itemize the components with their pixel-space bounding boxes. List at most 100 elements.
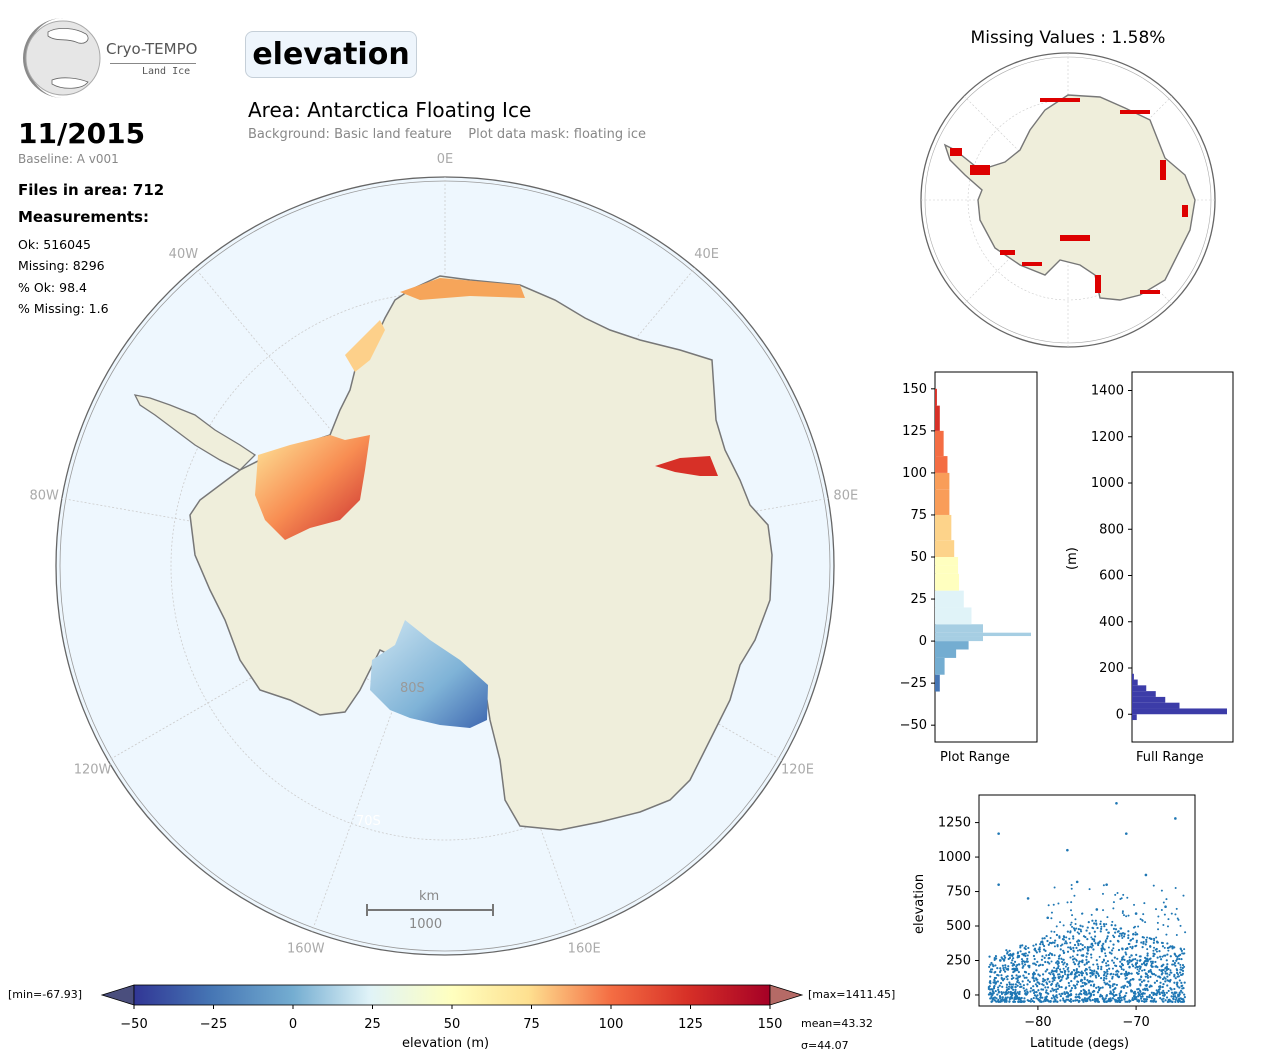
scatter-ytick-4: 250 (946, 953, 971, 968)
west-coast-shelves (345, 320, 385, 372)
hist2-ytick-4: 600 (1099, 569, 1124, 584)
colorbar-tick-5: 75 (523, 1017, 540, 1030)
scatter-ylabel: elevation (912, 874, 927, 934)
hist1-ytick-8: −50 (900, 718, 927, 733)
colorbar-tick-7: 125 (678, 1017, 703, 1030)
colorbar-tick-1: −25 (200, 1017, 227, 1030)
date-label: 11/2015 (18, 117, 146, 150)
hist2-bar-3 (1132, 696, 1166, 703)
colorbar-max-label: [max=1411.45] (808, 988, 896, 1001)
colorbar-tick-4: 50 (444, 1017, 461, 1030)
hist2-bar-2 (1132, 702, 1180, 709)
scatter-ytick-1: 1000 (938, 850, 971, 865)
scatter-outlier-13 (1134, 912, 1138, 915)
full-range-xlabel: Full Range (1136, 750, 1204, 765)
hist1-bar-14 (935, 489, 950, 515)
lat-label-70s: 70S (356, 814, 381, 829)
hist1-bar-15 (935, 472, 950, 490)
antarctic-peninsula (133, 394, 257, 471)
hist2-ytick-5: 400 (1099, 615, 1124, 630)
scatter-outlier-3 (1066, 848, 1069, 852)
hist1-bar-7 (935, 607, 972, 625)
colorbar-max-extension (769, 984, 804, 1006)
scatter-outlier-4 (1075, 880, 1079, 884)
plot-range-histogram (935, 388, 1031, 692)
hist1-bar-13 (935, 514, 952, 541)
plot-range-xlabel: Plot Range (940, 750, 1010, 765)
hist1-bar-16 (935, 456, 948, 473)
cryo-tempo-logo (18, 16, 203, 100)
colorbar-tick-6: 100 (599, 1017, 624, 1030)
meridian-label-8: 40W (169, 247, 199, 262)
hist1-bar-3 (935, 641, 969, 650)
scatter-outlier-5 (1105, 883, 1108, 886)
hist2-ytick-7: 0 (1116, 707, 1124, 722)
logo-title: Cryo-TEMPO (106, 40, 198, 58)
hist1-bar-2 (935, 649, 957, 658)
colorbar-gradient (133, 984, 771, 1006)
scatter-ytick-0: 1250 (938, 816, 971, 831)
hist1-bar-4 (935, 636, 983, 642)
hist1-ytick-0: 150 (902, 382, 927, 397)
hist1-bar-9 (935, 573, 959, 591)
hist2-ytick-0: 1400 (1091, 384, 1124, 399)
colorbar-tick-8: 150 (758, 1017, 783, 1030)
scatter-outlier-10 (1164, 905, 1167, 909)
stat-percent-missing: % Missing: 1.6 (18, 301, 109, 316)
stat-percent-ok: % Ok: 98.4 (18, 280, 87, 295)
scatter-outlier-12 (1095, 908, 1099, 911)
scatter-outlier-2 (1026, 897, 1030, 900)
hist2-ytick-1: 1200 (1091, 430, 1124, 445)
scatter-outlier-1 (997, 883, 1000, 886)
files-in-area: Files in area: 712 (18, 181, 165, 199)
amery-ice-shelf (655, 456, 718, 476)
hist1-bar-0 (935, 674, 940, 692)
hist1-ytick-6: 0 (919, 634, 927, 649)
hist1-ytick-5: 25 (910, 592, 927, 607)
hist1-bar-11 (935, 557, 959, 566)
scatter-outlier-11 (1046, 916, 1050, 920)
meridian-label-2: 80E (833, 488, 858, 503)
scatter-ytick-3: 500 (946, 919, 971, 934)
colorbar-tick-0: −50 (120, 1017, 147, 1030)
scale-bar-unit: km (419, 889, 439, 904)
baseline-label: Baseline: A v001 (18, 152, 119, 166)
area-subtitle: Background: Basic land feature Plot data… (248, 127, 646, 142)
latitude-elevation-scatter (987, 801, 1187, 1003)
full-range-ylabel: (m) (1065, 547, 1080, 570)
lat-label-80s: 80S (400, 681, 425, 696)
logo-subtitle: Land Ice (142, 66, 191, 77)
hist1-bar-6 (935, 624, 983, 633)
hist2-ytick-6: 200 (1099, 661, 1124, 676)
logo-divider (110, 63, 196, 64)
full-range-histogram (1132, 673, 1227, 721)
area-title: Area: Antarctica Floating Ice (248, 98, 532, 122)
hist1-bar-8 (935, 590, 964, 608)
scatter-outlier-0 (997, 832, 1000, 835)
meridian-label-4: 160E (568, 941, 601, 956)
scatter-xtick-1: −70 (1122, 1015, 1149, 1030)
missing-values-title: Missing Values : 1.58% (970, 28, 1166, 48)
colorbar-tick-3: 25 (364, 1017, 381, 1030)
measurements-title: Measurements: (18, 208, 149, 226)
queen-maud-coast-shelves (400, 278, 525, 300)
ross-ice-shelf (370, 620, 488, 728)
scatter-outlier-6 (1115, 801, 1118, 805)
meridian-label-1: 40E (694, 247, 719, 262)
hist1-bar-18 (935, 405, 940, 431)
scatter-xtick-0: −80 (1024, 1015, 1051, 1030)
colorbar-label: elevation (m) (402, 1036, 490, 1051)
colorbar-min-label: [min=-67.93] (8, 988, 83, 1001)
meridian-labels: 0E 40E 80E 120E 160E 160W 120W 80W 40W (29, 152, 858, 956)
hist2-bar-5 (1132, 685, 1147, 692)
hist2-ytick-2: 1000 (1091, 476, 1124, 491)
hist2-ytick-3: 800 (1099, 522, 1124, 537)
meridian-label-0: 0E (437, 152, 454, 167)
hist1-bar-1 (935, 657, 945, 675)
scatter-outlier-8 (1144, 873, 1148, 877)
hist1-ytick-7: −25 (900, 676, 927, 691)
hist1-bar-19 (935, 388, 937, 406)
filchner-ronne-ice-shelf (255, 435, 370, 540)
scale-bar-value: 1000 (409, 917, 442, 932)
